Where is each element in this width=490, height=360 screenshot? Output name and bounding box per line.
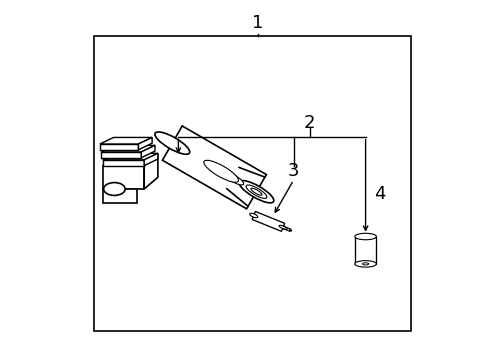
Polygon shape [103, 160, 144, 166]
Polygon shape [355, 237, 376, 264]
Polygon shape [103, 153, 158, 160]
Ellipse shape [355, 233, 376, 240]
Ellipse shape [222, 171, 244, 185]
Ellipse shape [204, 160, 239, 182]
Polygon shape [162, 126, 267, 209]
Polygon shape [103, 189, 137, 203]
Polygon shape [141, 145, 155, 158]
Polygon shape [103, 166, 144, 189]
Bar [94, 36, 411, 331]
Text: 2: 2 [304, 114, 316, 132]
Ellipse shape [155, 132, 190, 154]
Polygon shape [144, 154, 158, 189]
Polygon shape [252, 211, 285, 231]
Ellipse shape [289, 230, 292, 231]
Ellipse shape [103, 183, 125, 195]
Polygon shape [101, 145, 155, 152]
Polygon shape [103, 154, 158, 166]
Ellipse shape [355, 261, 376, 267]
Polygon shape [100, 144, 139, 150]
Text: 4: 4 [374, 185, 386, 203]
Polygon shape [139, 138, 152, 150]
Polygon shape [101, 152, 141, 158]
Polygon shape [144, 153, 158, 166]
Text: 3: 3 [288, 162, 299, 180]
Polygon shape [100, 138, 152, 144]
Text: 1: 1 [252, 14, 263, 32]
Ellipse shape [239, 181, 274, 203]
Ellipse shape [250, 213, 258, 218]
Ellipse shape [279, 225, 287, 229]
